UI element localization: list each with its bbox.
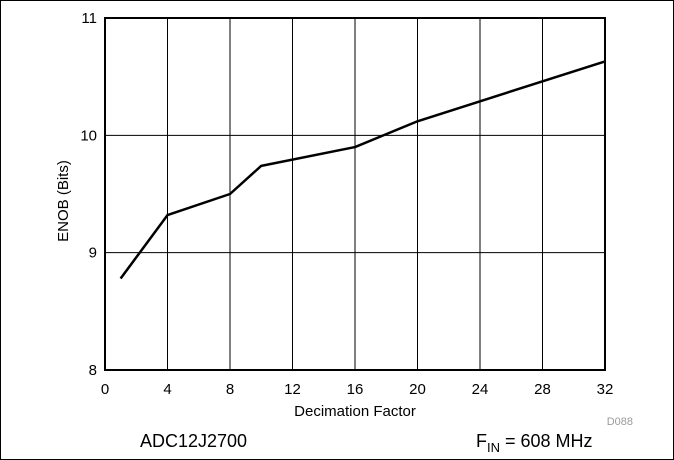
grid [105,18,605,370]
x-tick-label: 16 [347,381,364,398]
x-axis-title: Decimation Factor [294,403,416,420]
tick-labels: 0 4 8 12 16 20 24 28 32 8 9 10 11 [80,10,613,398]
x-tick-label: 0 [101,381,109,398]
y-tick-label: 10 [80,127,97,144]
device-name: ADC12J2700 [140,431,247,451]
fin-symbol: F [476,431,487,451]
y-axis-title: ENOB (Bits) [55,160,72,242]
input-frequency: FIN = 608 MHz [476,431,593,455]
y-tick-label: 9 [89,245,97,262]
fin-value: = 608 MHz [500,431,593,451]
x-tick-label: 4 [163,381,171,398]
fin-subscript: IN [487,440,500,455]
plot-area [104,17,606,371]
figure-code: D088 [607,416,633,428]
x-tick-label: 32 [597,381,614,398]
x-tick-label: 12 [284,381,301,398]
enob-series-line [119,60,606,280]
x-tick-label: 28 [534,381,551,398]
y-tick-label: 11 [81,10,97,27]
y-tick-label: 8 [89,362,97,379]
x-tick-label: 24 [472,381,489,398]
x-tick-label: 8 [226,381,234,398]
x-tick-label: 20 [409,381,426,398]
